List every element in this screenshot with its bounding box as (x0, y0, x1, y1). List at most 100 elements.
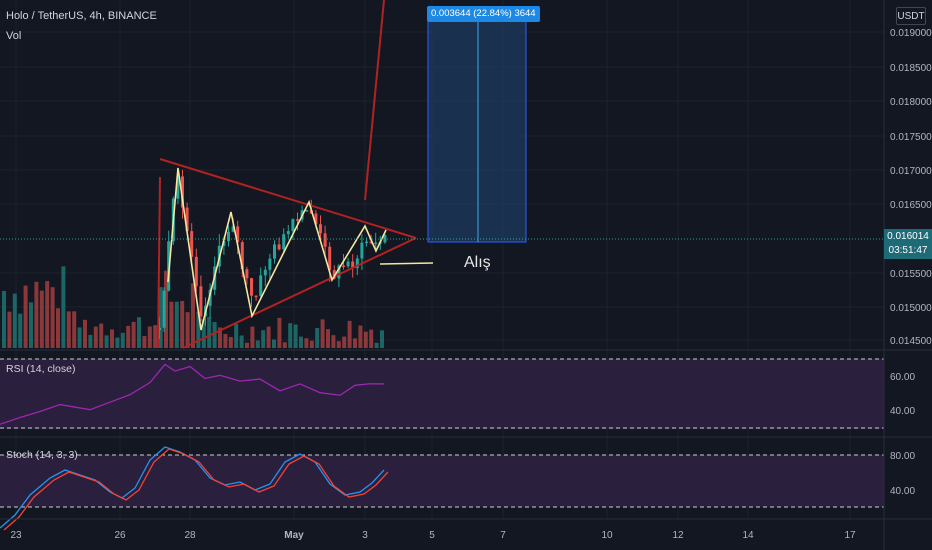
candle-body (181, 176, 184, 208)
volume-bar (304, 338, 309, 348)
volume-bar (131, 321, 136, 348)
annotation-line (379, 262, 434, 265)
currency-button[interactable]: USDT (896, 7, 926, 25)
volume-bar (93, 326, 98, 348)
current-price-badge: 0.016014 03:51:47 (884, 229, 932, 259)
volume-bar (374, 342, 379, 348)
volume-bar (126, 325, 131, 348)
volume-bar (66, 311, 71, 348)
stoch-axis: 80.00 40.00 (890, 451, 915, 497)
price-axis[interactable]: 0.019000 0.018500 0.018000 0.017500 0.017000… (890, 28, 932, 347)
annotation-text[interactable]: Alış (464, 254, 491, 271)
volume-bar (7, 311, 12, 348)
candle-body (268, 258, 272, 270)
time-tick: 10 (601, 530, 613, 541)
candle-body (365, 241, 368, 244)
volume-bar (158, 287, 163, 348)
volume-bar (315, 327, 320, 348)
symbol-title: Holo / TetherUS, 4h, BINANCE (6, 10, 157, 22)
volume-bar (245, 342, 249, 348)
time-tick: 28 (184, 530, 196, 541)
volume-bar (250, 326, 255, 348)
candle-body (162, 290, 166, 328)
measure-label: 0.003644 (22.84%) 3644 (427, 6, 540, 22)
time-tick: 7 (500, 530, 506, 541)
rsi-pane (0, 358, 884, 429)
wave-pattern[interactable] (167, 167, 387, 331)
candle-body (176, 176, 180, 199)
candle-body (305, 210, 309, 212)
rsi-label: RSI (14, close) (6, 363, 76, 375)
volume-bar (39, 290, 44, 348)
candle-body (190, 231, 194, 257)
price-tick: 0.017000 (890, 166, 932, 177)
volume-bar (234, 323, 239, 348)
volume-bar (342, 336, 347, 348)
volume-bar (326, 329, 330, 348)
candle-body (314, 213, 318, 225)
volume-bar (174, 301, 179, 348)
volume-bar (23, 285, 28, 348)
volume-bar (191, 283, 195, 348)
volume-bar (228, 336, 233, 348)
volume-bar (169, 301, 174, 348)
stoch-pane (0, 446, 884, 531)
candle-body (194, 256, 198, 287)
measure-tool[interactable] (427, 13, 527, 243)
volume-bar (212, 322, 217, 348)
volume-bar (88, 334, 93, 348)
candle-body (222, 241, 226, 246)
volume-bar (185, 312, 190, 348)
volume-bar (272, 339, 276, 348)
volume-bar (2, 291, 6, 348)
volume-bar (282, 342, 287, 348)
volume-bar (266, 326, 271, 348)
candle-body (369, 241, 373, 244)
candle-body (282, 234, 286, 250)
candle-body (199, 286, 203, 317)
current-price-value: 0.016014 (887, 231, 929, 242)
time-axis[interactable]: 23 26 28 May 3 5 7 10 12 14 17 (10, 530, 856, 541)
volume-bar (288, 323, 293, 348)
candle-body (291, 219, 295, 232)
stoch-tick: 40.00 (890, 486, 915, 497)
volume-bar (380, 330, 384, 348)
candle-body (351, 261, 355, 269)
volume-bar (56, 308, 60, 348)
candle-body (323, 233, 327, 247)
time-tick: 26 (114, 530, 126, 541)
candle-body (286, 231, 290, 235)
candle-body (236, 226, 240, 243)
volume-bar (77, 327, 82, 348)
volume-bars (2, 266, 384, 348)
volume-bar (137, 317, 141, 348)
volume-bar (255, 340, 260, 348)
volume-bar (45, 281, 50, 348)
candle-body (158, 327, 161, 330)
price-tick: 0.018000 (890, 97, 932, 108)
volume-bar (358, 325, 363, 348)
price-tick: 0.014500 (890, 336, 932, 347)
price-tick: 0.017500 (890, 132, 932, 143)
price-tick: 0.018500 (890, 63, 932, 74)
volume-bar (336, 341, 341, 348)
candle-body (277, 244, 281, 250)
volume-bar (72, 311, 77, 348)
price-tick: 0.015500 (890, 269, 932, 280)
candle-body (296, 219, 299, 221)
volume-bar (83, 319, 87, 348)
candle-body (319, 224, 322, 234)
volume-bar (299, 336, 303, 348)
candle-body (337, 265, 341, 279)
volume-bar (12, 293, 17, 348)
triangle-pattern[interactable] (157, 0, 417, 349)
volume-bar (218, 327, 222, 348)
candle-body (185, 207, 189, 232)
volume-bar (29, 302, 33, 348)
volume-bar (50, 287, 55, 348)
candle-body (342, 265, 345, 268)
volume-bar (309, 340, 314, 348)
time-tick: 14 (742, 530, 754, 541)
candle-body (273, 244, 276, 259)
